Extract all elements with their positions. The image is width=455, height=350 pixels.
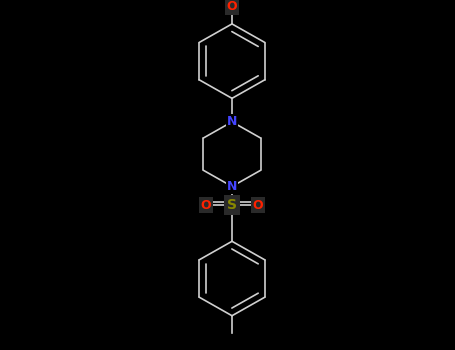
Text: N: N [227,116,237,128]
Text: O: O [227,0,238,13]
Text: S: S [227,198,237,212]
Text: N: N [227,180,237,193]
Text: O: O [201,198,211,211]
Text: O: O [253,198,263,211]
